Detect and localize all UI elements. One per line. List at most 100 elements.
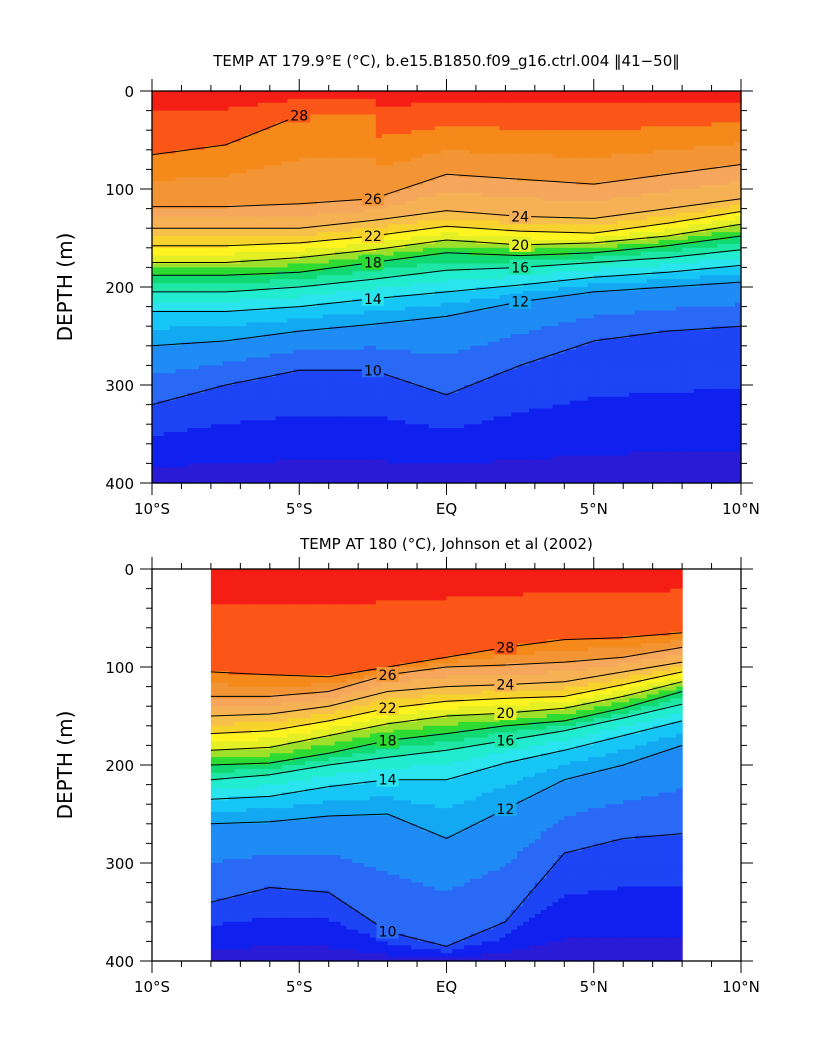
field-cell — [193, 122, 200, 127]
field-cell — [222, 306, 230, 312]
field-cell — [234, 373, 241, 378]
field-cell — [252, 153, 259, 159]
field-cell — [281, 106, 289, 112]
field-cell — [381, 400, 389, 406]
field-cell — [234, 192, 241, 198]
field-cell — [393, 385, 400, 390]
field-cell — [411, 377, 418, 382]
field-cell — [369, 353, 377, 359]
field-cell — [375, 357, 383, 363]
field-cell — [352, 318, 359, 323]
field-cell — [281, 302, 289, 308]
field-cell — [163, 255, 171, 261]
field-cell — [428, 161, 436, 167]
field-cell — [387, 247, 395, 253]
field-cell — [369, 310, 377, 316]
field-cell — [399, 283, 406, 288]
field-cell — [305, 224, 312, 229]
field-cell — [322, 173, 330, 178]
field-cell — [169, 408, 177, 414]
field-cell — [440, 428, 448, 433]
field-cell — [216, 134, 224, 139]
field-cell — [422, 283, 430, 288]
field-cell — [222, 165, 230, 170]
field-cell — [393, 236, 400, 241]
field-cell — [199, 263, 206, 268]
field-cell — [210, 283, 218, 288]
field-cell — [375, 98, 383, 104]
field-cell — [187, 161, 194, 167]
field-cell — [169, 102, 177, 108]
field-cell — [287, 306, 294, 312]
field-cell — [205, 302, 212, 308]
field-cell — [228, 236, 236, 241]
field-cell — [352, 435, 359, 441]
field-cell — [222, 341, 230, 347]
field-cell — [322, 385, 330, 390]
field-cell — [157, 475, 165, 480]
field-cell — [281, 373, 289, 378]
field-cell — [205, 224, 212, 229]
field-cell — [163, 208, 171, 214]
field-cell — [340, 314, 347, 319]
field-cell — [222, 271, 230, 276]
field-cell — [157, 404, 165, 410]
field-cell — [240, 298, 247, 304]
field-cell — [258, 302, 265, 308]
field-cell — [364, 279, 371, 284]
field-cell — [152, 251, 159, 257]
field-cell — [381, 330, 389, 335]
field-cell — [422, 134, 430, 139]
field-cell — [287, 314, 294, 319]
field-cell — [322, 388, 330, 394]
field-cell — [228, 408, 236, 414]
field-cell — [334, 102, 342, 108]
field-cell — [252, 94, 259, 100]
field-cell — [152, 283, 159, 288]
field-cell — [269, 208, 277, 214]
field-cell — [322, 232, 330, 237]
field-cell — [316, 337, 324, 343]
field-cell — [428, 302, 436, 308]
field-cell — [210, 318, 218, 323]
field-cell — [210, 169, 218, 174]
field-cell — [299, 373, 306, 378]
field-cell — [281, 145, 289, 151]
field-cell — [216, 420, 224, 425]
field-cell — [305, 294, 312, 300]
field-cell — [263, 326, 271, 331]
field-cell — [281, 404, 289, 410]
field-cell — [422, 263, 430, 268]
field-cell — [199, 377, 206, 382]
field-cell — [358, 224, 365, 229]
field-cell — [216, 471, 224, 476]
field-cell — [440, 177, 448, 182]
field-cell — [440, 138, 448, 143]
field-cell — [205, 287, 212, 292]
field-cell — [169, 318, 177, 323]
field-cell — [375, 408, 383, 414]
field-cell — [405, 334, 412, 339]
field-cell — [228, 439, 236, 445]
field-cell — [299, 439, 306, 445]
field-cell — [275, 298, 283, 304]
field-cell — [293, 192, 300, 198]
field-cell — [346, 302, 353, 308]
field-cell — [316, 420, 324, 425]
field-cell — [434, 412, 442, 417]
field-cell — [163, 134, 171, 139]
field-cell — [411, 392, 418, 398]
field-cell — [175, 404, 183, 410]
field-cell — [405, 169, 412, 174]
field-cell — [222, 369, 230, 374]
field-cell — [293, 220, 300, 225]
field-cell — [152, 396, 159, 402]
field-cell — [422, 259, 430, 265]
field-cell — [316, 322, 324, 327]
field-cell — [369, 98, 377, 104]
field-cell — [216, 110, 224, 116]
field-cell — [252, 420, 259, 425]
field-cell — [222, 216, 230, 221]
field-cell — [316, 479, 324, 484]
